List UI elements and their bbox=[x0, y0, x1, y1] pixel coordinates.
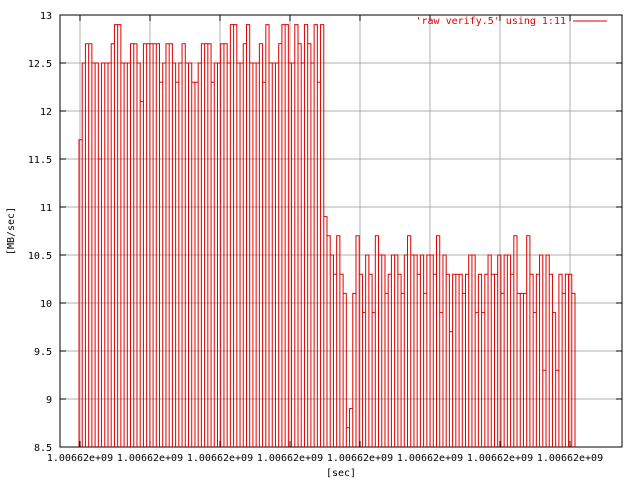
x-tick-label: 1.00662e+09 bbox=[537, 453, 603, 464]
x-tick-label: 1.00662e+09 bbox=[467, 453, 533, 464]
grid bbox=[60, 14, 622, 448]
plot-frame bbox=[59, 14, 623, 448]
series-step-line bbox=[78, 24, 576, 447]
y-tick-label: 10.5 bbox=[28, 251, 52, 262]
x-axis-label: [sec] bbox=[326, 468, 356, 479]
y-tick-label: 8.5 bbox=[34, 443, 52, 454]
y-tick-label: 9.5 bbox=[34, 347, 52, 358]
y-axis-label: [MB/sec] bbox=[6, 207, 17, 255]
x-tick-label: 1.00662e+09 bbox=[47, 453, 113, 464]
y-tick-label: 9 bbox=[46, 395, 52, 406]
legend: 'raw verify.5' using 1:11 bbox=[415, 16, 607, 27]
x-axis: 1.00662e+09 1.00662e+09 1.00662e+09 1.00662… bbox=[47, 15, 603, 464]
y-tick-label: 12.5 bbox=[28, 59, 52, 70]
x-tick-label: 1.00662e+09 bbox=[187, 453, 253, 464]
y-axis: 8.5 9 9.5 10 10.5 11 11.5 12 12.5 13 bbox=[28, 11, 622, 454]
y-tick-label: 11 bbox=[40, 203, 52, 214]
x-tick-label: 1.00662e+09 bbox=[117, 453, 183, 464]
x-tick-label: 1.00662e+09 bbox=[257, 453, 323, 464]
series-raw-verify bbox=[78, 24, 576, 447]
legend-label: 'raw verify.5' using 1:11 bbox=[415, 16, 566, 27]
y-tick-label: 12 bbox=[40, 107, 52, 118]
x-tick-label: 1.00662e+09 bbox=[397, 453, 463, 464]
y-tick-label: 11.5 bbox=[28, 155, 52, 166]
y-tick-label: 10 bbox=[40, 299, 52, 310]
x-tick-label: 1.00662e+09 bbox=[327, 453, 393, 464]
y-tick-label: 13 bbox=[40, 11, 52, 22]
